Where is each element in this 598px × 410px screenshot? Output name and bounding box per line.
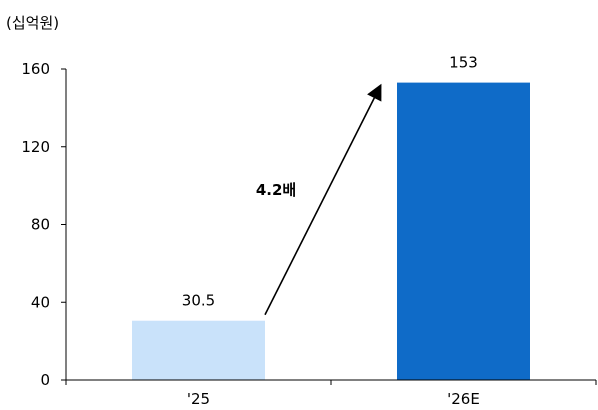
growth-annotation-label: 4.2배 xyxy=(256,181,296,199)
bar xyxy=(132,320,265,380)
data-labels: 30.5 153 xyxy=(182,54,478,310)
y-tick-label: 80 xyxy=(31,216,50,234)
y-tick-label: 40 xyxy=(31,293,50,311)
y-axis-unit-label: (십억원) xyxy=(6,14,60,32)
x-axis: '25 '26E xyxy=(65,379,597,408)
bar-value-label: 153 xyxy=(449,54,478,72)
x-tick-label: '26E xyxy=(447,390,480,408)
y-tick-label: 160 xyxy=(21,60,50,78)
x-tick-label: '25 xyxy=(187,390,210,408)
y-axis: 0 40 80 120 160 xyxy=(21,60,67,389)
bar-value-label: 30.5 xyxy=(182,292,215,310)
y-tick-label: 120 xyxy=(21,138,50,156)
y-tick-label: 0 xyxy=(40,371,50,389)
bar xyxy=(397,82,530,380)
growth-arrow xyxy=(264,83,382,316)
growth-annotation: 4.2배 xyxy=(256,83,382,316)
bars-group xyxy=(132,82,530,380)
